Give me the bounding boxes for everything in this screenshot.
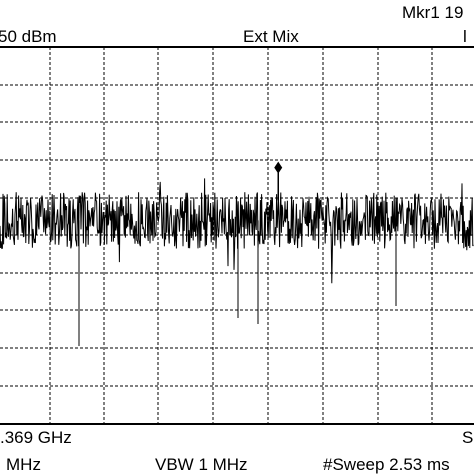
corner-mark: Ɩ — [463, 27, 467, 46]
marker-diamond-icon — [274, 161, 283, 174]
span-label: S — [462, 428, 474, 447]
rbw-label: MHz — [6, 455, 41, 474]
marker-readout: Mkr1 19 — [402, 3, 464, 22]
vbw-label: VBW 1 MHz — [155, 455, 248, 474]
graticule — [0, 46, 474, 425]
start-frequency: .369 GHz — [0, 428, 72, 447]
spectrum-trace — [0, 178, 474, 346]
sweep-time: #Sweep 2.53 ms — [323, 455, 450, 474]
marker-1 — [274, 161, 283, 201]
mixer-mode-label: Ext Mix — [243, 27, 299, 46]
reference-level: 50 dBm — [0, 27, 57, 46]
